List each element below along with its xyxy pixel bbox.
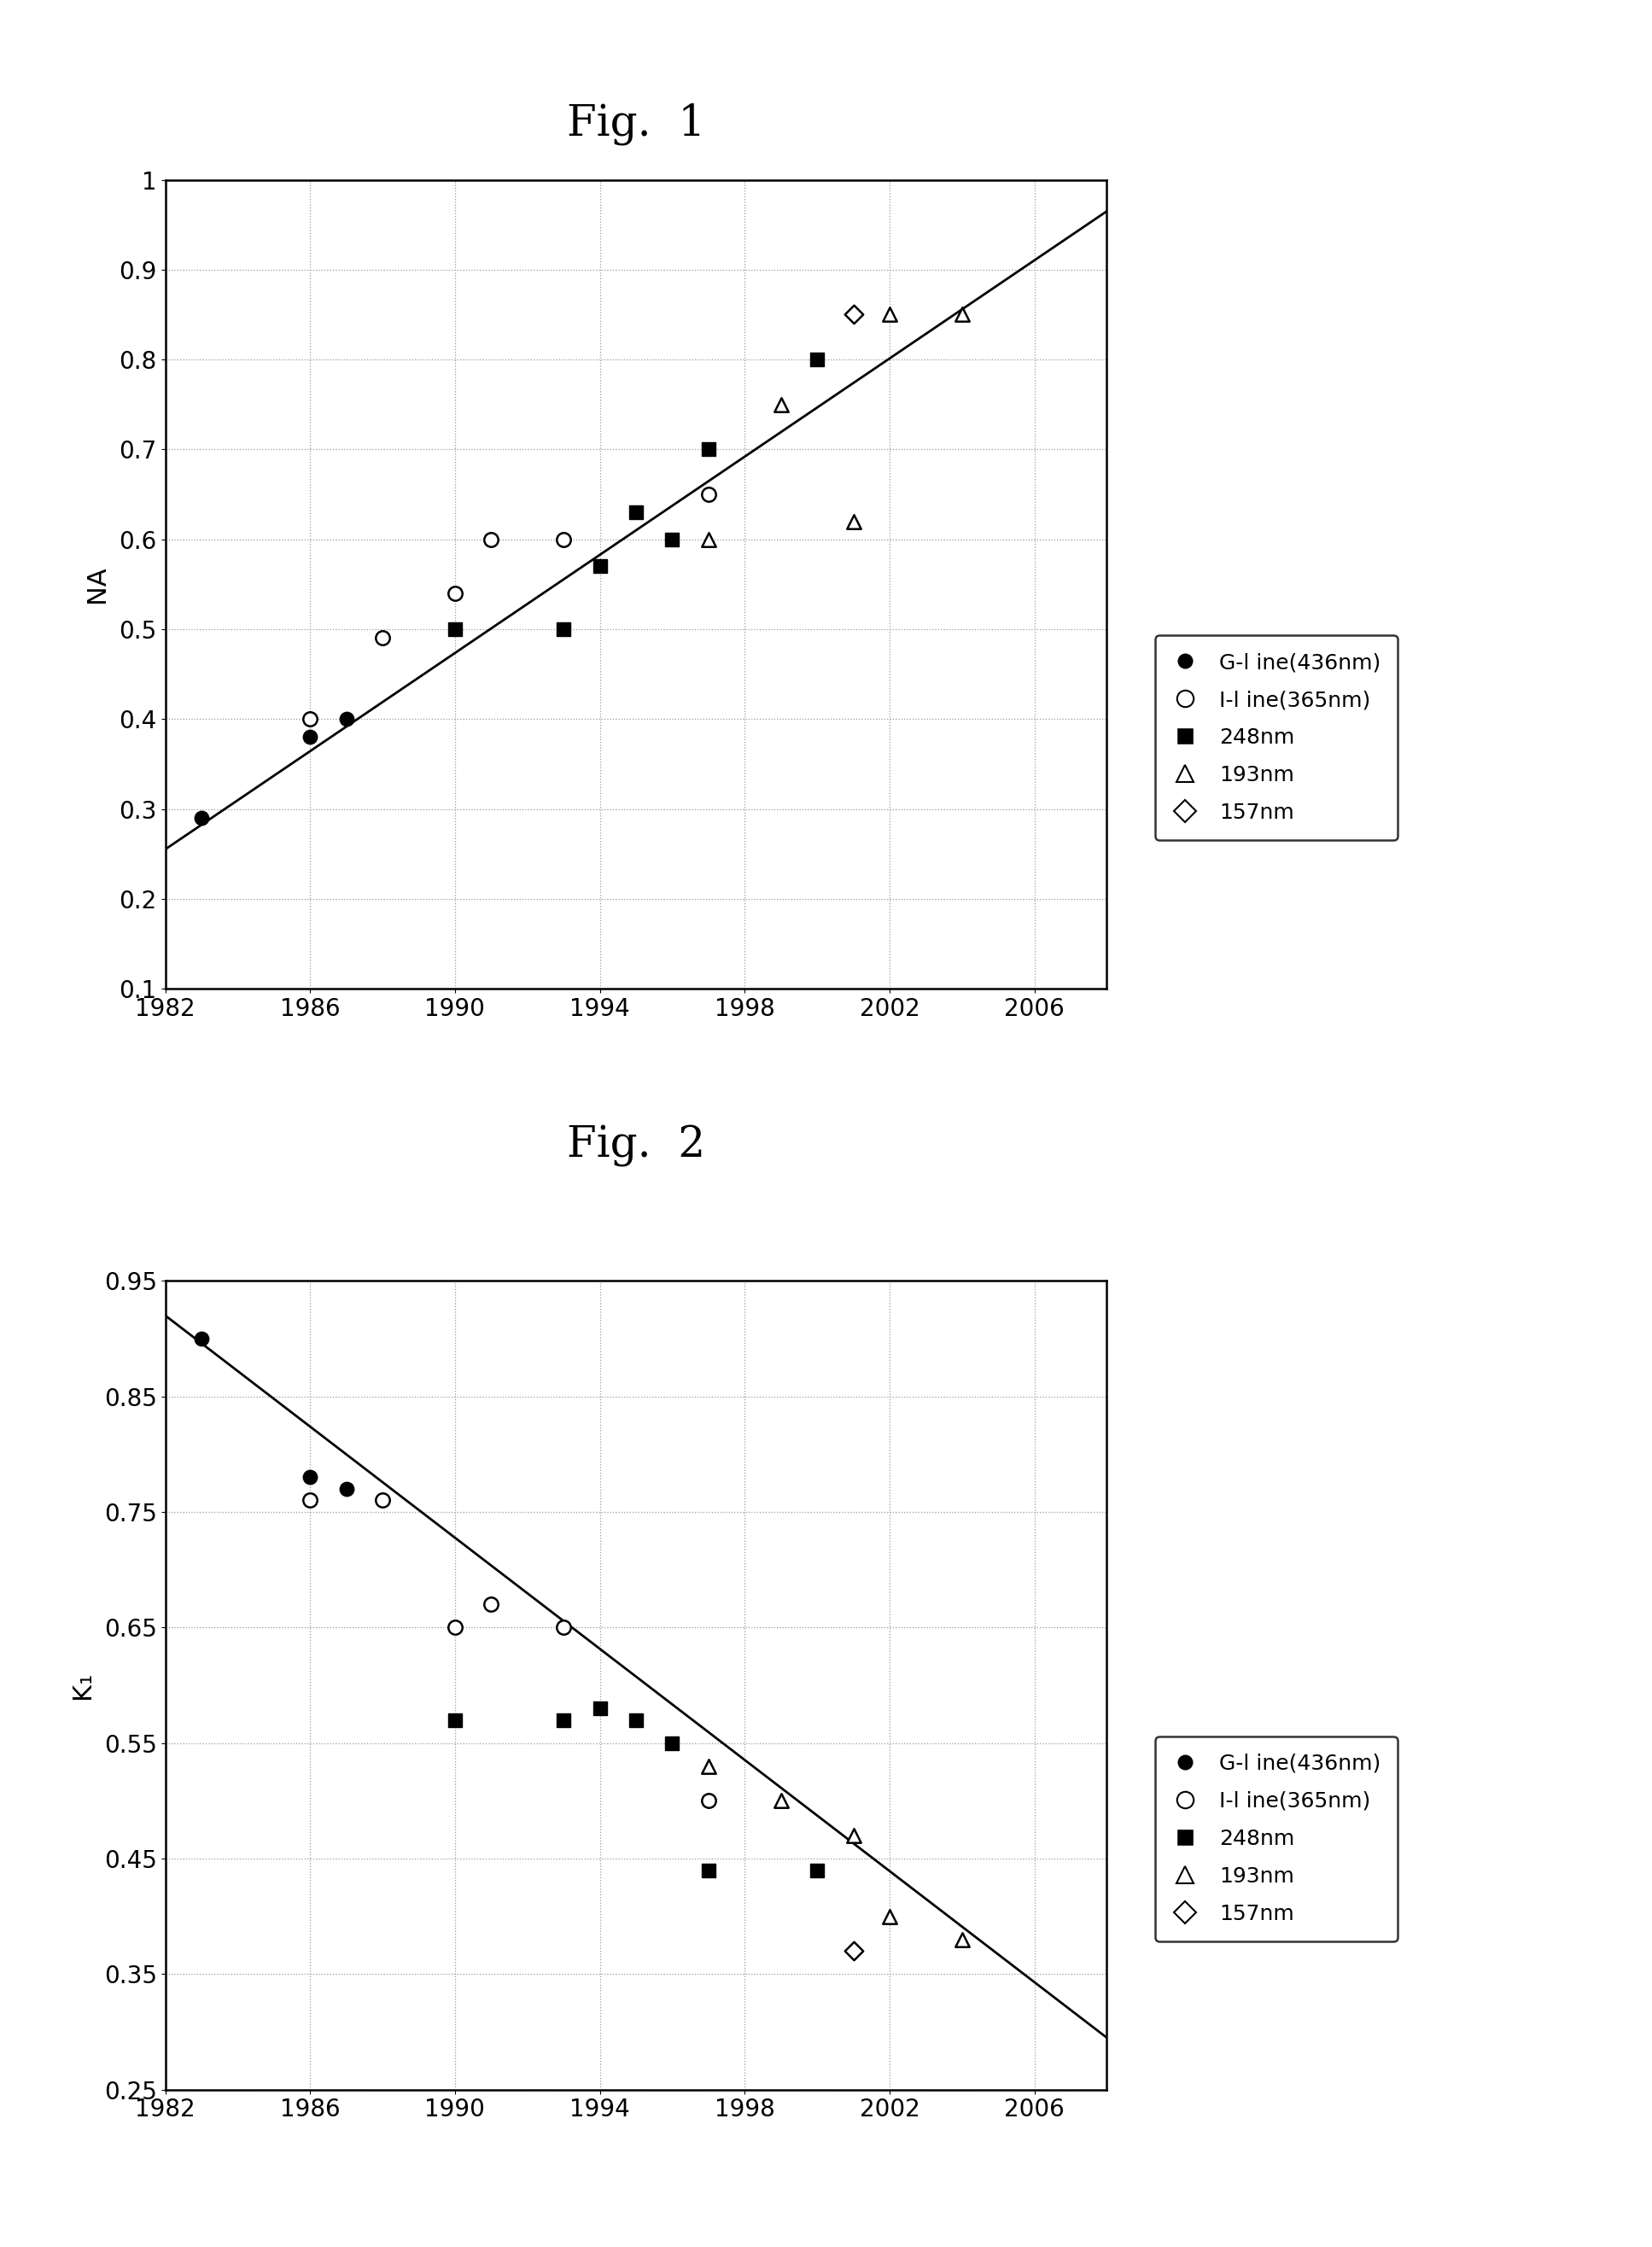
Point: [948, 297, 975, 333]
Point: [441, 1609, 468, 1645]
Point: [297, 719, 324, 755]
Point: [768, 386, 795, 422]
Point: [805, 1852, 831, 1887]
Point: [441, 611, 468, 647]
Y-axis label: NA: NA: [84, 566, 109, 602]
Point: [188, 1321, 215, 1357]
Point: [477, 1586, 504, 1622]
Point: [695, 1782, 722, 1818]
Point: [623, 1701, 649, 1737]
Point: [550, 1701, 577, 1737]
Point: [768, 1782, 795, 1818]
Point: [441, 1701, 468, 1737]
Point: [695, 476, 722, 512]
Y-axis label: K₁: K₁: [69, 1672, 94, 1699]
Point: [695, 521, 722, 557]
Point: [695, 1748, 722, 1784]
Point: [477, 521, 504, 557]
Text: Fig.  2: Fig. 2: [567, 1126, 705, 1166]
Legend: G-l ine(436nm), I-l ine(365nm), 248nm, 193nm, 157nm: G-l ine(436nm), I-l ine(365nm), 248nm, 1…: [1155, 636, 1398, 840]
Point: [659, 1726, 686, 1762]
Point: [805, 342, 831, 377]
Legend: G-l ine(436nm), I-l ine(365nm), 248nm, 193nm, 157nm: G-l ine(436nm), I-l ine(365nm), 248nm, 1…: [1155, 1737, 1398, 1941]
Point: [370, 620, 396, 656]
Point: [841, 503, 867, 539]
Point: [550, 521, 577, 557]
Point: [623, 494, 649, 530]
Point: [297, 1483, 324, 1519]
Point: [948, 1921, 975, 1957]
Point: [586, 548, 613, 584]
Point: [370, 1483, 396, 1519]
Point: [586, 1690, 613, 1726]
Point: [297, 701, 324, 737]
Point: [841, 297, 867, 333]
Point: [334, 701, 360, 737]
Point: [695, 1852, 722, 1887]
Point: [550, 611, 577, 647]
Point: [188, 800, 215, 836]
Point: [550, 1609, 577, 1645]
Point: [334, 1472, 360, 1508]
Point: [841, 1818, 867, 1854]
Point: [297, 1458, 324, 1494]
Point: [441, 575, 468, 611]
Point: [841, 1932, 867, 1968]
Point: [659, 521, 686, 557]
Text: Fig.  1: Fig. 1: [567, 103, 705, 144]
Point: [876, 1899, 902, 1935]
Point: [695, 431, 722, 467]
Point: [876, 297, 902, 333]
